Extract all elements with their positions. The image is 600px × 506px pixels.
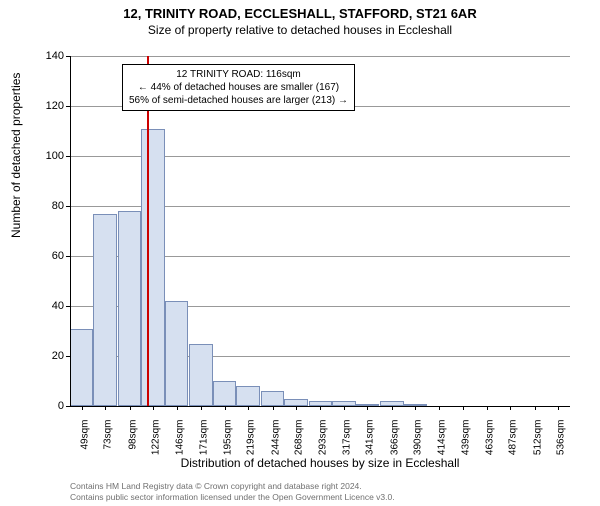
grid-line bbox=[70, 56, 570, 57]
histogram-bar bbox=[141, 129, 164, 407]
y-tick-label: 120 bbox=[34, 100, 64, 112]
histogram-bar bbox=[284, 399, 307, 407]
chart-subtitle: Size of property relative to detached ho… bbox=[0, 23, 600, 37]
y-tick-label: 40 bbox=[34, 300, 64, 312]
histogram-bar bbox=[118, 211, 141, 406]
x-axis-label: Distribution of detached houses by size … bbox=[70, 456, 570, 470]
annotation-line1: 12 TRINITY ROAD: 116sqm bbox=[129, 68, 348, 81]
histogram-bar bbox=[70, 329, 93, 407]
y-tick-label: 100 bbox=[34, 150, 64, 162]
annotation-line2: ← 44% of detached houses are smaller (16… bbox=[129, 81, 348, 94]
footer-line2: Contains public sector information licen… bbox=[70, 492, 395, 503]
histogram-bar bbox=[236, 386, 259, 406]
y-tick-label: 140 bbox=[34, 50, 64, 62]
histogram-bar bbox=[165, 301, 188, 406]
x-axis-line bbox=[70, 406, 570, 407]
histogram-bar bbox=[213, 381, 236, 406]
y-tick-label: 80 bbox=[34, 200, 64, 212]
y-tick-label: 20 bbox=[34, 350, 64, 362]
footer-line1: Contains HM Land Registry data © Crown c… bbox=[70, 481, 395, 492]
histogram-bar bbox=[93, 214, 116, 407]
y-axis-label: Number of detached properties bbox=[9, 73, 23, 238]
y-tick-label: 0 bbox=[34, 400, 64, 412]
histogram-bar bbox=[189, 344, 212, 407]
annotation-line3: 56% of semi-detached houses are larger (… bbox=[129, 94, 348, 107]
chart-area: 02040608010012014049sqm73sqm98sqm122sqm1… bbox=[70, 56, 570, 406]
histogram-bar bbox=[261, 391, 284, 406]
annotation-box: 12 TRINITY ROAD: 116sqm ← 44% of detache… bbox=[122, 64, 355, 111]
y-axis-line bbox=[70, 56, 71, 406]
y-tick-label: 60 bbox=[34, 250, 64, 262]
chart-title: 12, TRINITY ROAD, ECCLESHALL, STAFFORD, … bbox=[0, 6, 600, 21]
